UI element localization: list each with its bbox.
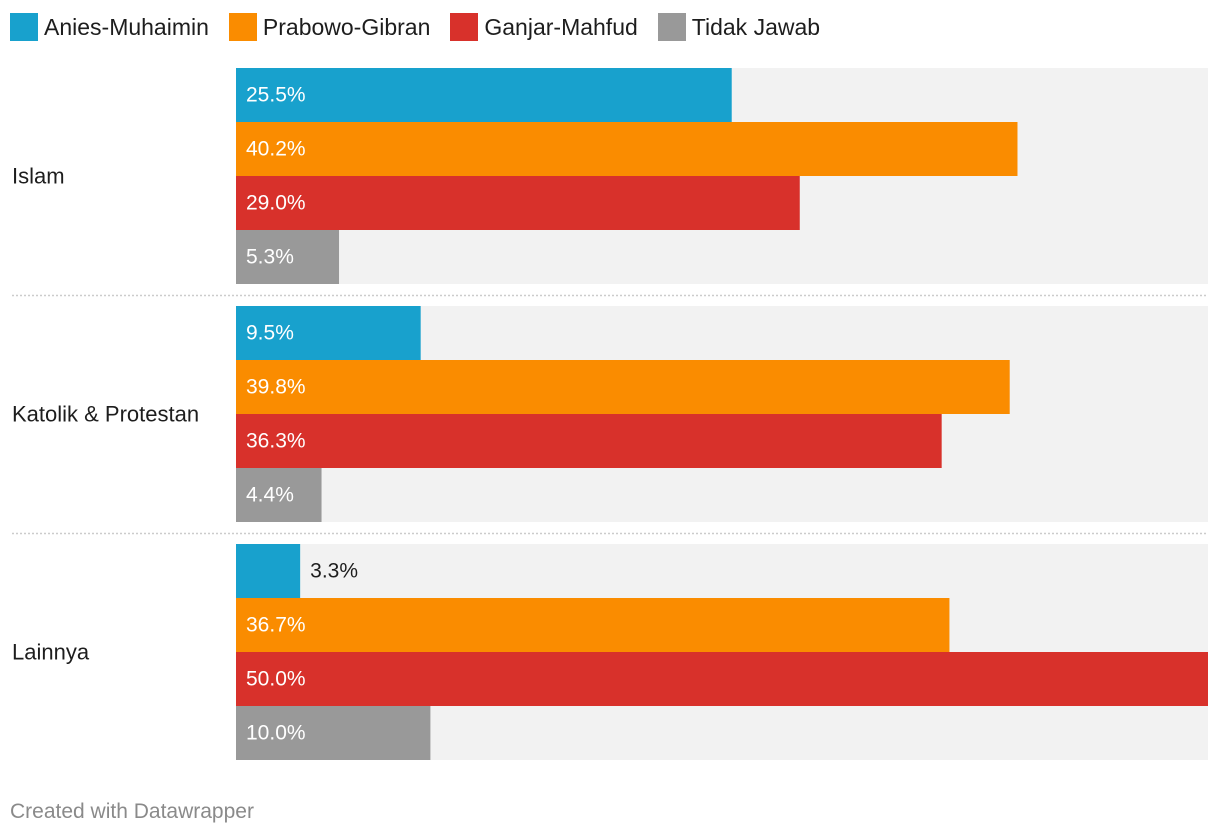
data-label: 36.3% [246, 430, 306, 453]
legend-item: Tidak Jawab [657, 13, 821, 41]
bar [236, 468, 322, 522]
bar [236, 544, 301, 598]
bar [236, 176, 800, 230]
legend-swatch [450, 13, 479, 41]
legend-label: Ganjar-Mahfud [484, 13, 638, 40]
bar [236, 230, 340, 284]
bar [236, 414, 942, 468]
data-label: 5.3% [246, 246, 294, 269]
category-label: Katolik & Protestan [12, 402, 199, 427]
bar [236, 706, 431, 760]
legend-swatch [657, 13, 686, 41]
data-label: 10.0% [246, 722, 306, 745]
category-label: Lainnya [12, 640, 90, 665]
data-label: 39.8% [246, 376, 306, 399]
legend-label: Anies-Muhaimin [44, 13, 209, 40]
data-label: 50.0% [246, 668, 306, 691]
legend-swatch [10, 13, 38, 41]
data-label: 40.2% [246, 138, 306, 161]
grouped-bar-chart: Islam 25.5% 40.2% 29.0% 5.3% Katolik & Protes… [12, 68, 1208, 760]
data-label: 36.7% [246, 614, 306, 637]
data-label: 9.5% [246, 322, 294, 345]
bar [236, 68, 732, 122]
bar [236, 122, 1018, 176]
legend-item: Anies-Muhaimin [10, 13, 209, 41]
bar [236, 360, 1010, 414]
data-label: 3.3% [310, 560, 358, 583]
data-label: 4.4% [246, 484, 294, 507]
legend-item: Ganjar-Mahfud [450, 13, 638, 41]
chart-legend: Anies-Muhaimin Prabowo-Gibran Ganjar-Mahfu… [10, 11, 840, 43]
data-label: 29.0% [246, 192, 306, 215]
datawrapper-credit[interactable]: Created with Datawrapper [10, 800, 254, 823]
legend-swatch [228, 13, 257, 41]
data-label: 25.5% [246, 84, 306, 107]
category-label: Islam [12, 164, 65, 189]
bar [236, 598, 950, 652]
bar [236, 306, 421, 360]
bar [236, 652, 1208, 706]
legend-label: Prabowo-Gibran [262, 13, 431, 40]
legend-label: Tidak Jawab [691, 13, 821, 40]
legend-item: Prabowo-Gibran [228, 13, 431, 41]
